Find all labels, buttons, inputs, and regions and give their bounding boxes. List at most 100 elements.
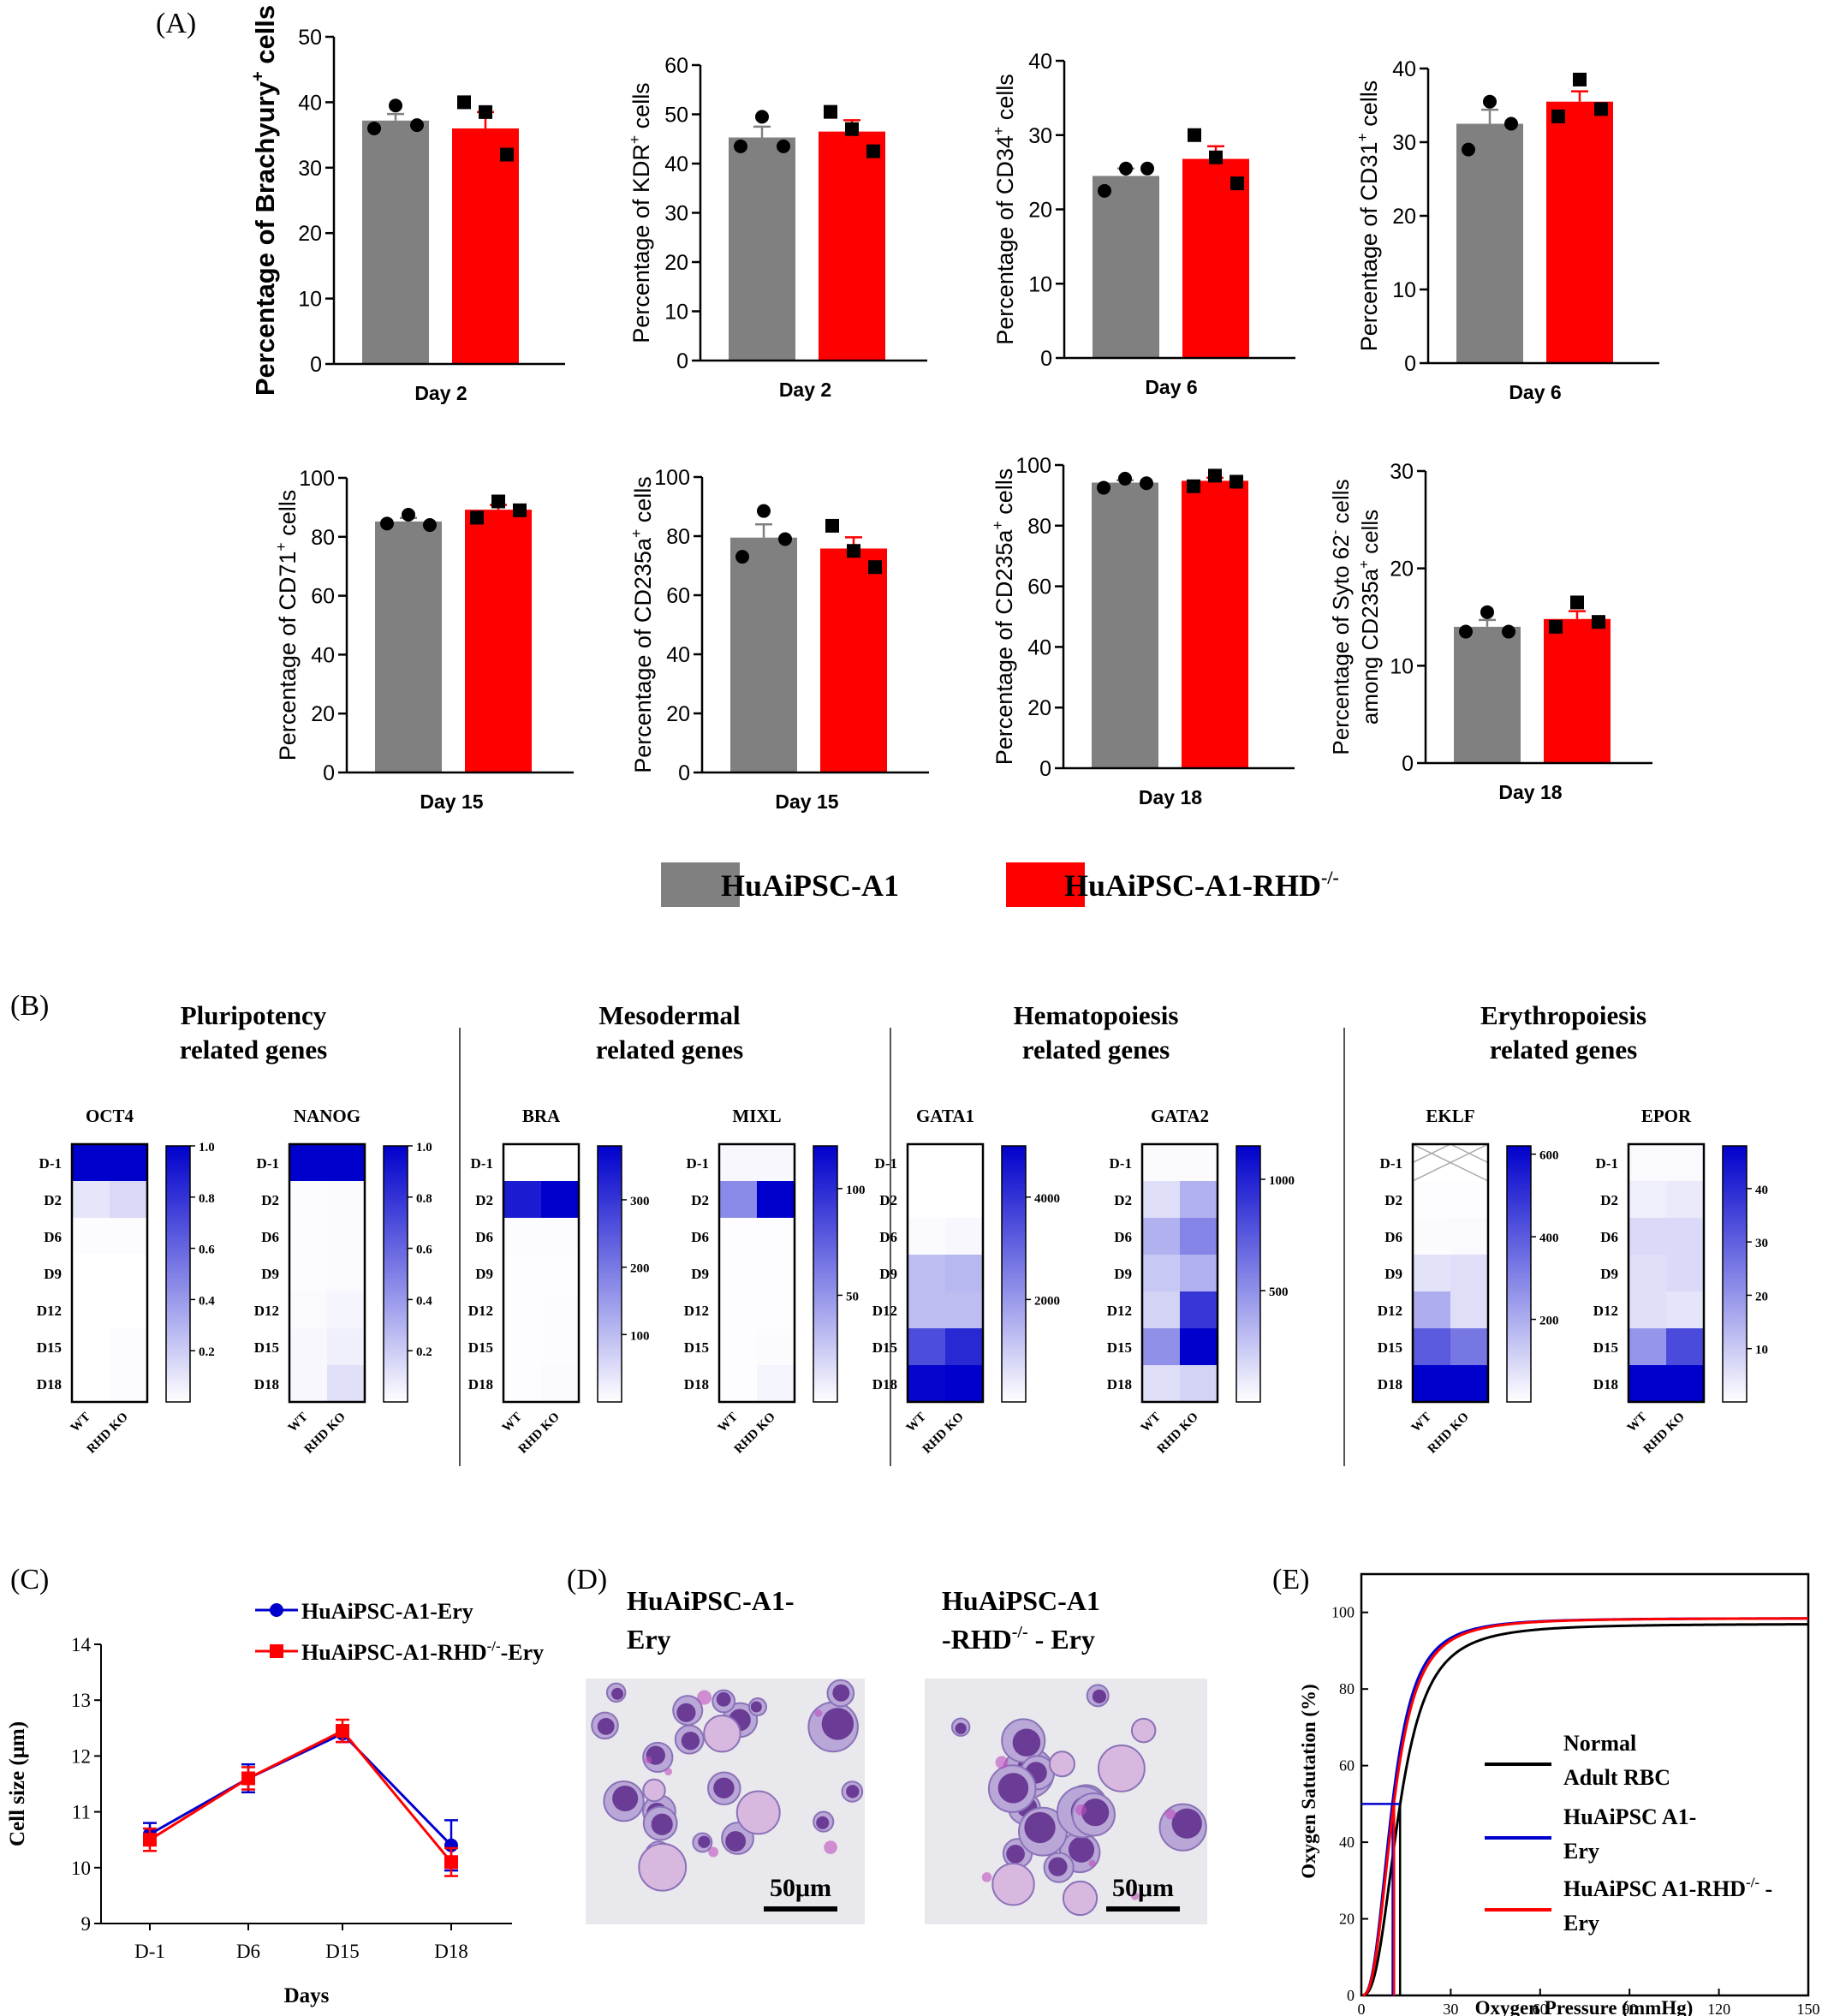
- heat-cell-EPOR: [1666, 1365, 1704, 1402]
- debris: [824, 1840, 837, 1854]
- heat-cell-GATA2: [1142, 1291, 1180, 1328]
- colorbar-tick-label-NANOG: 0.8: [416, 1192, 432, 1206]
- cell-nucleus: [681, 1731, 700, 1751]
- c-legend-label-ko-main: HuAiPSC-A1-RHD: [301, 1640, 487, 1665]
- x-label-A7: Day 18: [1139, 786, 1202, 808]
- cell-nucleus: [821, 1708, 854, 1740]
- point-A5-wt-1: [402, 508, 415, 522]
- row-label-EPOR: D18: [1593, 1376, 1618, 1393]
- e-legend-label2-1: Ery: [1563, 1839, 1599, 1864]
- y-tick-label-A6: 40: [666, 643, 690, 667]
- row-label-GATA2: D-1: [1110, 1155, 1132, 1172]
- heat-cell-EKLF: [1413, 1181, 1450, 1218]
- cell: [991, 1862, 1035, 1906]
- heat-cell-BRA: [541, 1218, 579, 1255]
- bar-A6-ko: [820, 548, 887, 772]
- c-legend-label-ko-sup: -/-: [487, 1638, 501, 1655]
- colorbar-tick-label-EKLF: 600: [1539, 1149, 1559, 1163]
- heat-cell-OCT4: [72, 1365, 110, 1402]
- e-x-tick-label: 150: [1797, 2001, 1820, 2016]
- heat-cell-OCT4: [72, 1218, 110, 1255]
- bar-A7-wt: [1092, 482, 1158, 768]
- row-label-OCT4: D15: [37, 1339, 62, 1356]
- y-label-A5-sup: +: [272, 542, 289, 551]
- heat-cell-GATA1: [908, 1255, 945, 1291]
- colorbar-tick-label-BRA: 300: [630, 1195, 650, 1208]
- y-tick-label-A5: 80: [311, 526, 335, 550]
- y-tick-label-A8: 0: [1402, 752, 1414, 776]
- row-label-OCT4: D18: [37, 1376, 62, 1393]
- heat-cell-BRA: [503, 1291, 541, 1328]
- e-legend-label-2-sup: -/-: [1746, 1875, 1759, 1891]
- point-A2-ko-2: [866, 144, 880, 158]
- point-A2-wt-2: [777, 139, 790, 153]
- bar-A8-wt: [1454, 626, 1521, 763]
- bar-chart-A6: 0 20 40 60 80 100 Day 15 Percentage of CD235a+ …: [628, 466, 929, 813]
- heat-cell-GATA1: [908, 1291, 945, 1328]
- heat-cell-EPOR: [1666, 1328, 1704, 1365]
- y-tick-label-A4: 40: [1392, 57, 1416, 81]
- row-label-NANOG: D2: [261, 1192, 279, 1208]
- y-tick-label-A1: 30: [298, 157, 322, 181]
- row-label-EKLF: D6: [1384, 1229, 1402, 1245]
- heatmap-group-title-1: Mesodermal: [598, 1000, 741, 1030]
- y-label-A3: Percentage of CD34+ cells: [990, 74, 1018, 344]
- y-tick-label-A3: 40: [1028, 50, 1052, 74]
- heat-cell-EKLF: [1450, 1365, 1488, 1402]
- heat-cell-NANOG: [327, 1218, 365, 1255]
- point-A6-wt-2: [778, 532, 792, 546]
- heatmap-group-subtitle-1: related genes: [596, 1035, 743, 1065]
- micrograph-ko: 50μm: [925, 1679, 1207, 1924]
- y-label-A2-main: Percentage of KDR: [628, 144, 654, 343]
- debris: [708, 1846, 719, 1858]
- gene-name-NANOG: NANOG: [294, 1106, 360, 1126]
- bar-A1-wt: [362, 120, 429, 365]
- heat-cell-MIXL: [719, 1218, 757, 1255]
- debris: [1130, 1892, 1140, 1900]
- y-label-A1: Percentage of Brachyury+ cells: [249, 5, 280, 396]
- y-tick-label-A2: 40: [664, 152, 688, 176]
- heat-cell-GATA1: [945, 1365, 983, 1402]
- x-label-A1: Day 2: [414, 382, 467, 404]
- e-legend-label2-0: Adult RBC: [1563, 1765, 1670, 1790]
- heat-cell-GATA1: [908, 1144, 945, 1181]
- bar-A3-wt: [1093, 176, 1159, 358]
- cell-nucleus: [612, 1785, 639, 1812]
- heat-cell-BRA: [541, 1328, 579, 1365]
- y-tick-label-A1: 10: [298, 288, 322, 312]
- y-label-A5: Percentage of CD71+ cells: [272, 490, 301, 760]
- col-label-BRA: RHD KO: [516, 1411, 563, 1457]
- cell-nucleus: [816, 1816, 830, 1829]
- point-A1-wt-0: [367, 121, 381, 135]
- row-label-MIXL: D18: [684, 1376, 709, 1393]
- row-label-OCT4: D9: [44, 1266, 62, 1282]
- heat-cell-EKLF: [1413, 1218, 1450, 1255]
- debris: [645, 1756, 652, 1764]
- cell: [638, 1842, 688, 1892]
- row-label-GATA2: D18: [1107, 1376, 1132, 1393]
- col-label-GATA2: RHD KO: [1155, 1411, 1201, 1457]
- heat-cell-GATA2: [1180, 1218, 1218, 1255]
- y-tick-label-A2: 30: [664, 202, 688, 226]
- panel-label-a: (A): [156, 8, 196, 39]
- c-point-ko: [336, 1724, 349, 1739]
- bar-A2-ko: [819, 131, 885, 361]
- point-A6-wt-0: [735, 550, 749, 564]
- c-y-tick-label: 13: [71, 1690, 91, 1711]
- x-label-A4: Day 6: [1509, 381, 1561, 403]
- bar-chart-A7: 0 20 40 60 80 100 Day 18 Percentage of CD235a+ …: [989, 454, 1295, 808]
- y-tick-label-A7: 20: [1027, 696, 1051, 720]
- colorbar-tick-label-MIXL: 50: [846, 1290, 859, 1303]
- heat-cell-BRA: [503, 1255, 541, 1291]
- c-y-tick-label: 12: [71, 1745, 91, 1767]
- debris: [995, 1756, 1009, 1769]
- cell: [1048, 1751, 1075, 1778]
- y-label-A2-sup: +: [626, 135, 643, 144]
- e-legend-label-1: HuAiPSC A1-: [1563, 1804, 1696, 1829]
- heat-cell-GATA2: [1180, 1144, 1218, 1181]
- point-A6-ko-2: [868, 560, 882, 575]
- row-label-EPOR: D2: [1600, 1192, 1618, 1208]
- colorbar-GATA2: [1236, 1145, 1261, 1403]
- row-label-MIXL: D2: [691, 1192, 709, 1208]
- row-label-GATA1: D12: [872, 1303, 897, 1319]
